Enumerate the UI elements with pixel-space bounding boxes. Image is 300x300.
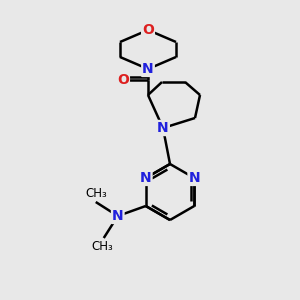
Text: O: O: [142, 23, 154, 37]
Text: N: N: [157, 121, 169, 135]
Text: O: O: [117, 73, 129, 87]
Text: N: N: [112, 209, 124, 223]
Text: N: N: [142, 62, 154, 76]
Text: N: N: [140, 171, 152, 185]
Text: N: N: [188, 171, 200, 185]
Text: CH₃: CH₃: [85, 187, 106, 200]
Text: N: N: [157, 121, 169, 135]
Text: CH₃: CH₃: [91, 240, 112, 253]
